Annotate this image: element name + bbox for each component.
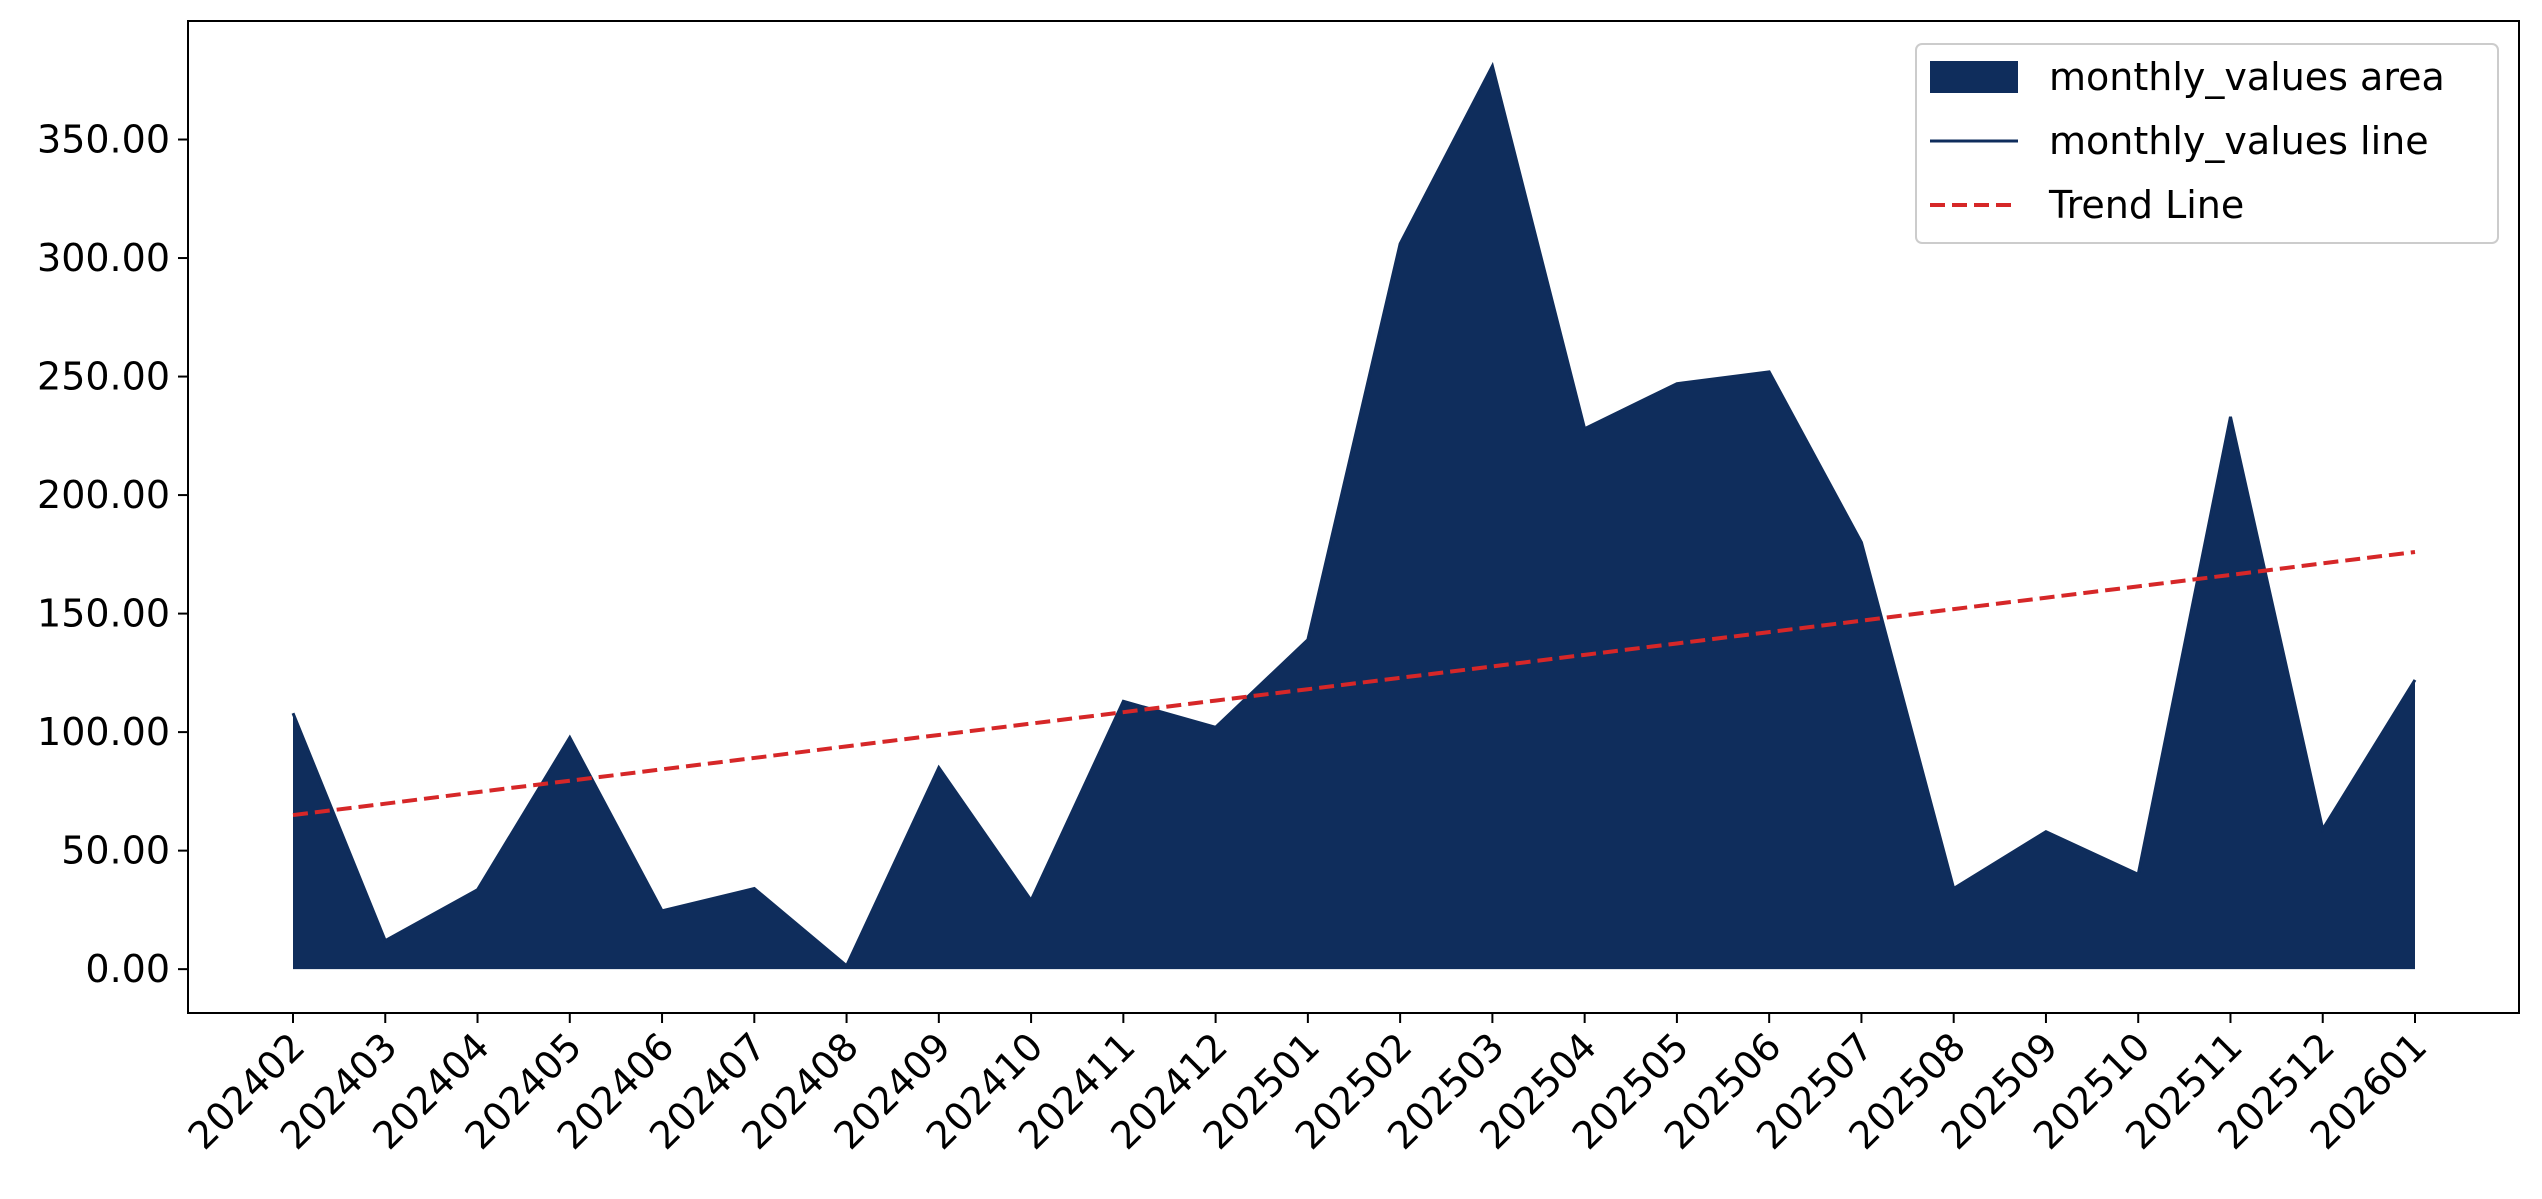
legend-box: [1915, 43, 2499, 244]
legend: monthly_values area monthly_values line Tr…: [1915, 43, 2499, 244]
y-tick-label: 300.00: [37, 236, 170, 280]
area: [293, 66, 2415, 970]
line: [291, 61, 2417, 969]
y-tick-label: 150.00: [37, 592, 170, 636]
y-tick-label: 200.00: [37, 473, 170, 517]
y-tick-label: 0.00: [85, 947, 170, 991]
y-tick-label: 350.00: [37, 118, 170, 162]
y-tick-label: 100.00: [37, 710, 170, 754]
y-tick-label: 50.00: [61, 829, 170, 873]
trend-line: [292, 549, 2416, 818]
legend-label: monthly_values area: [2049, 55, 2445, 99]
plot-frame: [187, 20, 2520, 1014]
legend-label: Trend Line: [2048, 183, 2244, 227]
y-tick-label: 250.00: [37, 355, 170, 399]
legend-label: monthly_values line: [2049, 119, 2429, 163]
legend-swatch: [1930, 61, 2018, 93]
